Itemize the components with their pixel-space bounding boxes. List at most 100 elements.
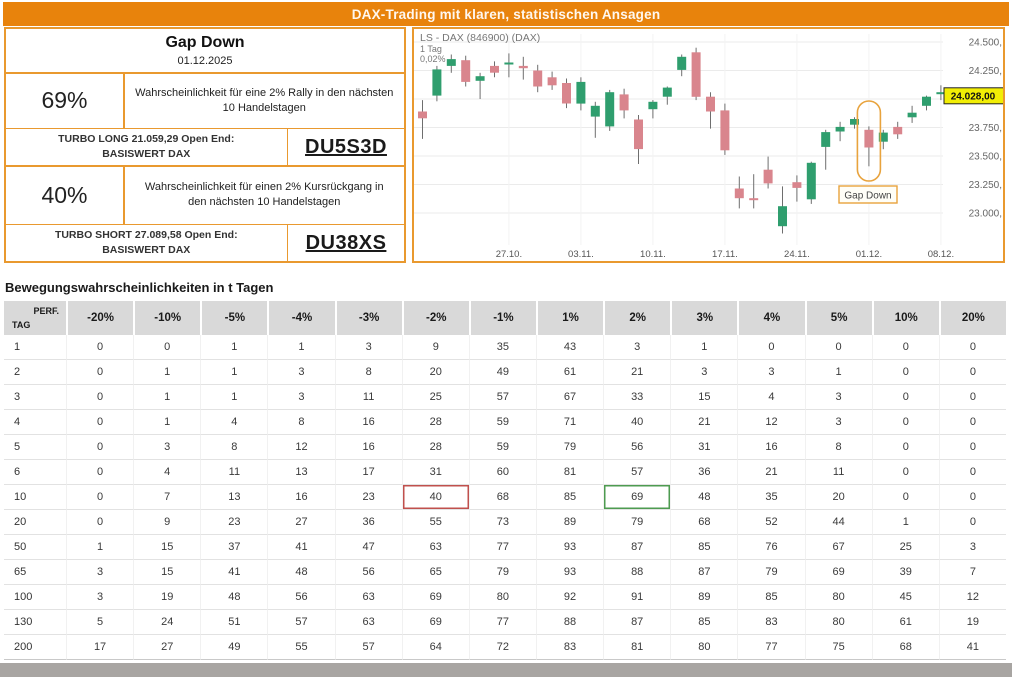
tag-cell: 20 [4,510,66,535]
value-cell: 3 [804,385,872,410]
value-cell: 1 [133,360,201,385]
value-cell: 12 [938,585,1006,610]
value-cell: 36 [334,510,402,535]
value-cell: 1 [267,335,335,360]
table-row: 2 0 1 1 3 8 20 49 61 21 3 3 1 0 0 [4,360,1006,385]
candle [475,76,485,81]
candle [922,96,931,106]
value-cell: 0 [938,410,1006,435]
candles [418,47,946,234]
column-header: 2% [603,301,671,335]
value-cell: 47 [334,535,402,560]
value-cell: 0 [871,360,939,385]
value-cell: 12 [267,435,335,460]
candle [590,105,600,117]
candle [878,132,888,142]
candle [504,62,514,65]
grid [414,34,943,245]
candle [720,110,730,151]
probability-table: PERF. TAG -20% -10% -5% -4% -3% -2% -1% 1% 2% 3% 4% 5… [4,301,1006,660]
value-cell: 56 [334,560,402,585]
value-cell: 60 [468,460,536,485]
value-cell: 3 [66,585,134,610]
value-cell: 3 [804,410,872,435]
tag-cell: 5 [4,435,66,460]
value-cell: 3 [334,335,402,360]
value-cell: 77 [468,610,536,635]
value-cell: 3 [938,535,1006,560]
value-cell: 67 [804,535,872,560]
turbo-long-wkn-link[interactable]: DU5S3D [305,135,387,158]
table-row: 1 0 0 1 1 3 9 35 43 3 1 0 0 0 0 [4,335,1006,360]
value-cell: 0 [938,485,1006,510]
value-cell: 4 [133,460,201,485]
value-cell: 37 [200,535,268,560]
value-cell: 83 [737,610,805,635]
value-cell: 3 [267,360,335,385]
value-cell: 16 [737,435,805,460]
value-cell: 0 [938,460,1006,485]
long-probability-description: Wahrscheinlichkeit für eine 2% Rally in … [135,86,394,114]
x-axis-label: 01.12. [856,249,882,260]
value-cell: 69 [603,485,671,510]
candle [778,206,787,227]
candle [547,77,557,86]
value-cell: 0 [66,510,134,535]
table-row: 130 5 24 51 57 63 69 77 88 87 85 83 80 61 19 [4,610,1006,635]
tag-cell: 2 [4,360,66,385]
value-cell: 59 [468,410,536,435]
value-cell: 73 [468,510,536,535]
x-axis-label: 08.12. [928,249,954,260]
page-title: DAX-Trading mit klaren, statistischen An… [351,6,661,22]
tag-cell: 4 [4,410,66,435]
value-cell: 3 [603,335,671,360]
corner-header-cell: PERF. TAG [4,301,66,335]
value-cell: 79 [535,435,604,460]
dax-candlestick-chart[interactable]: Gap Down 24.500, 24.250, 23.750, 23.500, 23.2… [414,29,1003,261]
tag-cell: 200 [4,635,66,660]
value-cell: 68 [468,485,536,510]
value-cell: 51 [200,610,268,635]
column-header: -1% [468,301,536,335]
value-cell: 0 [737,335,805,360]
value-cell: 35 [737,485,805,510]
value-cell: 72 [468,635,536,660]
value-cell: 1 [670,335,738,360]
x-axis-label: 24.11. [784,249,810,260]
value-cell: 81 [603,635,671,660]
y-axis-label: 23.250, [969,180,1002,191]
turbo-short-wkn-link[interactable]: DU38XS [305,231,387,254]
value-cell: 93 [535,560,604,585]
y-axis-label: 24.250, [969,66,1002,77]
table-row: 3 0 1 1 3 11 25 57 67 33 15 4 3 0 0 [4,385,1006,410]
candle [446,59,456,66]
column-header: -3% [334,301,402,335]
turbo-short-product: TURBO SHORT 27.089,58 Open End: [54,229,238,242]
value-cell: 0 [871,460,939,485]
value-cell: 80 [804,610,872,635]
value-cell: 68 [871,635,939,660]
value-cell: 1 [200,385,268,410]
value-cell: 59 [468,435,536,460]
candle [821,132,831,147]
gap-down-highlight-ellipse [856,100,882,182]
svg-text:Gap Down: Gap Down [844,191,891,202]
value-cell: 3 [66,560,134,585]
table-row: 100 3 19 48 56 63 69 80 92 91 89 85 80 45 12 [4,585,1006,610]
column-header: 5% [804,301,872,335]
candle [432,69,442,96]
candle [706,96,715,112]
candle [734,188,744,199]
value-cell: 28 [401,435,469,460]
x-axis-label: 27.10. [496,249,522,260]
candle [691,52,701,97]
candle [490,65,499,73]
value-cell: 79 [737,560,805,585]
value-cell: 15 [133,535,201,560]
value-cell: 63 [334,585,402,610]
value-cell: 0 [871,485,939,510]
value-cell: 88 [535,610,604,635]
candle [763,169,773,184]
value-cell: 16 [267,485,335,510]
candle [518,65,528,69]
